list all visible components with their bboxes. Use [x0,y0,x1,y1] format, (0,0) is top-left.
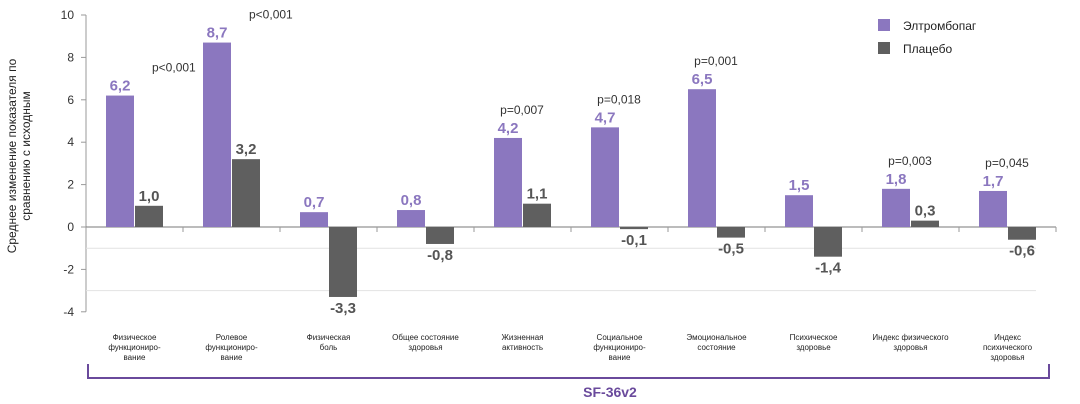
category-label-4: Общее состояние здоровья [392,333,459,352]
legend-swatch-placebo [878,42,890,54]
group-label: SF-36v2 [583,384,637,400]
bar-placebo-9 [911,220,939,227]
bar-placebo-5 [523,203,551,227]
category-label-7: Эмоциональное состояние [686,333,747,352]
data-label-eltrombopag-2: 8,7 [207,25,228,42]
data-label-eltrombopag-5: 4,2 [498,120,519,137]
data-label-placebo-7: -0,5 [718,241,744,258]
category-label-3: Физическая боль [307,333,351,352]
category-label-10: Индекс психического здоровья [983,333,1033,362]
data-label-placebo-8: -1,4 [815,260,842,277]
bar-placebo-10 [1008,227,1036,240]
y-tick-label: 10 [61,8,75,22]
data-label-eltrombopag-10: 1,7 [983,173,1004,190]
data-label-eltrombopag-1: 6,2 [110,78,131,95]
data-label-eltrombopag-8: 1,5 [789,177,810,194]
legend-label-placebo: Плацебо [903,42,952,56]
bar-eltrombopag-9 [882,188,910,227]
bar-placebo-3 [329,227,357,297]
data-label-eltrombopag-7: 6,5 [692,71,713,88]
category-label-9: Индекс физического здоровья [872,333,949,352]
data-label-eltrombopag-3: 0,7 [304,194,325,211]
data-label-placebo-5: 1,1 [527,186,548,203]
bar-eltrombopag-8 [785,195,813,227]
y-tick-label: 2 [67,178,74,192]
p-value-10: p=0,045 [985,156,1029,170]
legend-label-eltrombopag: Элтромбопаг [903,19,977,33]
data-label-placebo-1: 1,0 [139,188,160,205]
p-value-1: p<0,001 [152,61,196,75]
y-axis-title: Среднее изменение показателя посравнению… [5,58,33,253]
legend-swatch-eltrombopag [878,19,890,31]
bar-eltrombopag-5 [494,137,522,227]
y-tick-label: 0 [67,220,74,234]
axes: -4 -2 0 2 4 6 8 10 Физическое функциониро-вание Ро… [61,8,1057,362]
y-tick-label: -2 [63,262,74,276]
p-value-2: p<0,001 [249,8,293,22]
p-value-5: p=0,007 [500,103,544,117]
bar-eltrombopag-3 [300,212,328,227]
data-label-placebo-4: -0,8 [427,247,453,264]
bar-placebo-1 [135,205,163,227]
data-label-placebo-9: 0,3 [915,203,936,220]
data-label-placebo-6: -0,1 [621,232,647,249]
category-label-8: Психическое здоровье [790,333,838,352]
y-tick-label: 6 [67,93,74,107]
y-tick-label: 4 [67,135,74,149]
y-tick-label: -4 [63,305,74,319]
bar-eltrombopag-2 [203,42,231,228]
data-labels: 6,2 1,0 p<0,001 8,7 3,2 p<0,001 0,7 -3,3 0,8 -0,8… [110,8,1035,317]
bar-eltrombopag-1 [106,95,134,227]
data-label-eltrombopag-6: 4,7 [595,109,616,126]
category-label-5: Жизненная активность [501,333,543,352]
bracket-line [87,364,1050,379]
bar-eltrombopag-7 [688,89,716,227]
data-label-eltrombopag-4: 0,8 [401,192,422,209]
data-label-placebo-2: 3,2 [236,141,257,158]
bar-eltrombopag-10 [979,190,1007,227]
p-value-6: p=0,018 [597,92,641,106]
category-label-6: Социальное функциониро-вание [593,333,646,362]
bar-placebo-2 [232,159,260,227]
p-value-9: p=0,003 [888,154,932,168]
data-label-placebo-10: -0,6 [1009,243,1035,260]
legend: Элтромбопаг Плацебо [878,19,977,56]
y-tick-label: 8 [67,50,74,64]
bar-placebo-8 [814,227,842,257]
bar-placebo-4 [426,227,454,244]
bar-placebo-6 [620,227,648,230]
p-value-7: p=0,001 [694,54,738,68]
bar-placebo-7 [717,227,745,238]
bar-eltrombopag-4 [397,210,425,227]
group-bracket: SF-36v2 [87,364,1050,400]
bar-eltrombopag-6 [591,127,619,227]
data-label-eltrombopag-9: 1,8 [886,171,907,188]
category-label-1: Физическое функциониро-вание [108,333,161,362]
data-label-placebo-3: -3,3 [330,300,356,317]
category-label-2: Ролевое функциониро-вание [205,333,258,362]
bars [106,42,1036,297]
